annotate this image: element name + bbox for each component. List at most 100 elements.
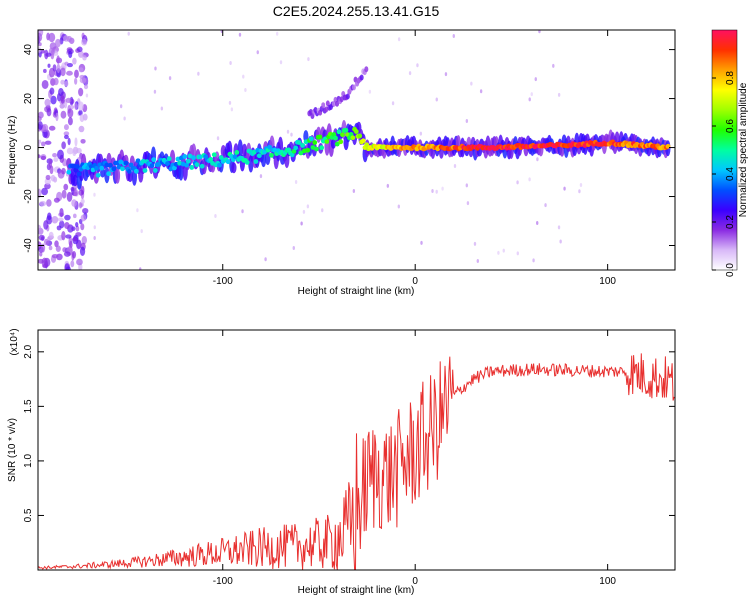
noise-speckle <box>48 245 53 251</box>
noise-speckle <box>119 104 123 109</box>
noise-speckle <box>93 225 96 230</box>
ridge-point <box>317 134 323 140</box>
noise-speckle <box>242 74 245 79</box>
noise-speckle <box>45 52 52 57</box>
noise-speckle <box>38 32 43 42</box>
noise-speckle <box>61 141 66 150</box>
ridge-point <box>106 171 112 177</box>
y-tick-label: 40 <box>23 44 34 56</box>
noise-speckle <box>216 136 220 141</box>
noise-speckle <box>51 216 59 224</box>
ridge-point <box>314 146 319 152</box>
noise-speckle <box>431 188 434 193</box>
spectrogram-ticks: -100 0 100 -40 -20 0 20 40 <box>23 30 675 287</box>
branch-point <box>345 93 350 100</box>
noise-speckle <box>48 231 54 239</box>
colorbar-tick-label: 0.4 <box>725 167 736 181</box>
noise-speckle <box>82 55 87 61</box>
noise-speckle <box>530 92 533 97</box>
noise-speckle <box>579 182 583 187</box>
noise-speckle <box>435 189 438 194</box>
noise-speckle <box>82 207 89 214</box>
snr-frame <box>37 329 676 571</box>
ridge-point <box>267 144 273 150</box>
ridge-point <box>95 172 101 178</box>
noise-speckle <box>465 183 469 188</box>
branch-point <box>324 106 329 113</box>
noise-speckle <box>47 63 51 68</box>
noise-speckle <box>557 92 561 97</box>
noise-speckle <box>71 199 77 207</box>
noise-speckle <box>279 60 283 65</box>
noise-speckle <box>55 245 61 253</box>
noise-speckle <box>465 118 469 123</box>
branch-point <box>359 74 364 81</box>
noise-speckle <box>71 250 77 259</box>
noise-speckle <box>307 57 310 62</box>
ridge-point <box>107 162 113 168</box>
noise-speckle <box>76 147 82 154</box>
noise-speckle <box>59 207 64 218</box>
noise-speckle <box>72 149 77 157</box>
ridge-halo <box>231 162 237 174</box>
ridge-point <box>293 145 299 151</box>
noise-speckle <box>74 137 78 147</box>
ridge-point <box>133 168 139 174</box>
ridge-point <box>142 168 148 173</box>
colorbar-ticks: 0.0 0.2 0.4 0.6 0.8 <box>712 71 736 277</box>
ridge-point <box>305 147 311 153</box>
ridge-point <box>166 156 172 162</box>
x-tick-label: -100 <box>213 276 233 287</box>
noise-speckle <box>51 254 59 259</box>
noise-speckle <box>241 209 244 214</box>
noise-speckle <box>38 234 45 241</box>
noise-speckle <box>85 93 89 98</box>
branch-point <box>321 102 326 109</box>
ridge-point <box>312 140 318 145</box>
noise-speckle <box>81 236 87 245</box>
noise-speckle <box>39 200 47 207</box>
y-tick-label: 0.5 <box>23 508 34 522</box>
ridge-point <box>232 154 238 159</box>
noise-speckle <box>53 77 59 86</box>
noise-speckle <box>52 64 57 72</box>
ridge-point <box>151 157 157 163</box>
snr-panel: -100 0 100 0.5 1.0 1.5 2.0 (x10⁴) Height of st… <box>7 328 676 596</box>
noise-speckle <box>420 240 423 245</box>
y-tick-label: 20 <box>23 93 34 105</box>
noise-speckle <box>80 223 85 231</box>
ridge-point <box>66 169 72 175</box>
noise-speckle <box>65 234 72 239</box>
noise-speckle <box>74 77 78 85</box>
noise-speckle <box>53 197 60 203</box>
noise-speckle <box>65 266 71 270</box>
noise-speckle <box>397 204 401 209</box>
noise-speckle <box>66 147 74 155</box>
noise-speckle <box>78 125 85 133</box>
noise-speckle <box>408 71 412 76</box>
ridge-point <box>123 160 129 166</box>
ridge-point <box>172 165 177 171</box>
noise-speckle <box>65 97 72 103</box>
noise-speckle <box>259 174 263 179</box>
noise-speckle <box>46 107 52 117</box>
ridge-point <box>135 158 141 164</box>
x-tick-label: 0 <box>412 576 418 587</box>
noise-speckle <box>41 79 49 89</box>
colorbar-tick-label: 0.2 <box>725 215 736 229</box>
noise-speckle <box>528 177 531 182</box>
colorbar-tick-label: 0.8 <box>725 71 736 85</box>
ridge-point <box>298 150 304 156</box>
noise-speckle <box>49 87 55 95</box>
ridge-halo <box>150 146 157 165</box>
noise-speckle <box>68 50 73 59</box>
noise-speckle <box>54 240 59 248</box>
ridge-point <box>234 150 240 155</box>
ridge-point <box>75 164 80 170</box>
noise-speckle <box>46 199 52 207</box>
ridge-halo <box>237 139 243 159</box>
noise-speckle <box>55 38 61 48</box>
noise-speckle <box>559 239 562 244</box>
ridge-point <box>244 160 250 165</box>
y-tick-label: 1.5 <box>23 399 34 413</box>
